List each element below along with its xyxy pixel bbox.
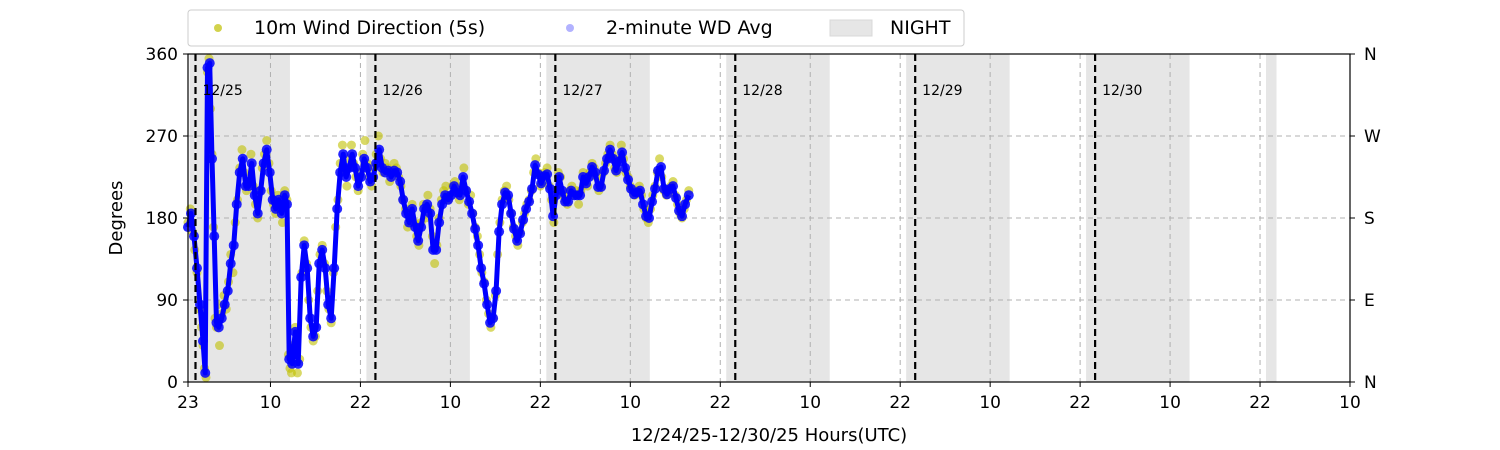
y-tick-label: 0 [167,373,178,393]
legend-marker-night [829,19,873,37]
day-marker-label: 12/29 [922,83,962,99]
day-marker-label: 12/26 [382,83,422,99]
x-tick-label: 22 [1069,393,1091,413]
legend-label-wd-avg: 2-minute WD Avg [606,17,773,39]
x-tick-label: 10 [619,393,641,413]
y-right-tick-label: N [1364,45,1377,65]
y-tick-label: 180 [146,209,178,229]
day-marker-label: 12/27 [562,83,602,99]
wd-avg-trace [185,60,692,376]
wind-5s-point [574,199,584,209]
wind-5s-point [616,140,626,150]
y-tick-label: 90 [156,291,178,311]
wind-5s-point [459,163,469,173]
x-tick-label: 10 [260,393,282,413]
x-tick-label: 22 [709,393,731,413]
wind-5s-point [246,149,256,159]
wind-5s-point [262,136,272,146]
legend: 10m Wind Direction (5s) 2-minute WD Avg … [187,9,965,47]
wind-5s-point [342,181,352,191]
x-tick-label: 10 [1159,393,1181,413]
wind-5s-point [655,154,665,164]
legend-label-night: NIGHT [890,17,951,39]
x-tick-label: 10 [799,393,821,413]
y-tick-label: 360 [146,45,178,65]
x-axis-label: 12/24/25-12/30/25 Hours(UTC) [631,425,907,446]
axis-layer: 23 10 22 10 22 10 22 10 22 10 22 10 22 10 0 N 90 E 180 S 270… [146,45,1381,413]
y-right-tick-label: S [1364,209,1375,229]
x-tick-label: 22 [889,393,911,413]
day-marker-label: 12/30 [1102,83,1142,99]
wind-5s-point [423,190,433,200]
y-right-tick-label: N [1364,373,1377,393]
wind-5s-point [441,181,451,191]
y-axis-label: Degrees [106,181,127,256]
x-tick-label: 22 [1249,393,1271,413]
legend-marker-wd-avg [566,24,574,32]
wind-5s-point [346,140,356,150]
x-tick-label: 10 [979,393,1001,413]
x-tick-label: 10 [1339,393,1361,413]
wind-5s-point [360,136,370,146]
legend-label-wind-5s: 10m Wind Direction (5s) [254,17,485,39]
day-marker-label: 12/28 [742,83,782,99]
x-tick-label: 22 [350,393,372,413]
x-tick-label: 23 [177,393,199,413]
day-marker-label: 12/25 [202,83,242,99]
y-tick-label: 270 [146,127,178,147]
wind-5s-point [237,145,247,155]
day-marker-layer: 12/25 12/26 12/27 12/28 12/29 12/30 [194,54,1142,382]
y-right-tick-label: W [1364,127,1381,147]
wind-5s-point [214,341,224,351]
legend-frame [187,9,965,47]
wind-5s-point [277,218,287,228]
y-right-tick-label: E [1364,291,1375,311]
wind-5s-point [430,259,440,269]
legend-marker-wind-5s [214,24,222,32]
wind-5s-point [292,368,302,378]
wind-5s-point [337,140,347,150]
grid-layer [188,54,1350,382]
x-tick-label: 10 [440,393,462,413]
x-tick-label: 22 [530,393,552,413]
